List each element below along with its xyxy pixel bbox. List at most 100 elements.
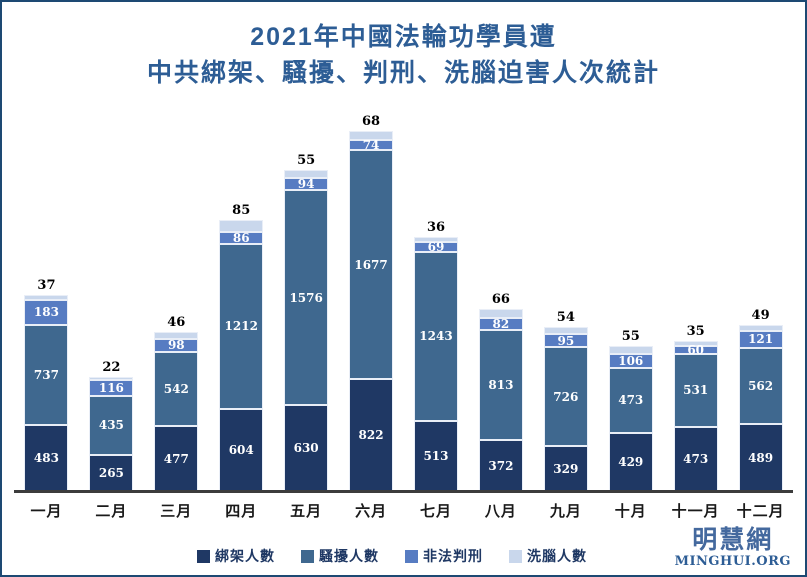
bar-segment-brainwashed	[154, 332, 199, 339]
x-axis-label: 五月	[290, 503, 323, 520]
bar-segment-harassed: 1677	[349, 150, 394, 379]
x-axis-label: 十月	[614, 503, 647, 520]
x-axis-label: 八月	[484, 503, 517, 520]
segment-value-label: 1243	[419, 329, 453, 344]
bar-top-label: 54	[556, 309, 575, 325]
bar-top-label: 36	[426, 220, 446, 236]
bar-segment-abducted: 372	[478, 440, 523, 491]
x-axis-label: 七月	[419, 503, 452, 520]
bar-segment-sentenced: 94	[284, 177, 329, 191]
segment-value-label: 372	[488, 458, 514, 473]
bar-segment-abducted: 483	[24, 425, 69, 491]
x-axis-label: 四月	[225, 503, 258, 520]
chart-title-line1: 2021年中國法輪功學員遭	[250, 23, 557, 51]
bar-segment-brainwashed	[673, 341, 718, 346]
bar-column: 55 94 1576 630	[274, 154, 339, 491]
segment-value-label: 82	[492, 316, 510, 331]
segment-value-label: 435	[98, 418, 124, 433]
bar-segment-abducted: 429	[608, 432, 653, 491]
bar-segment-brainwashed	[543, 326, 588, 335]
bar-segment-brainwashed	[89, 376, 134, 380]
bar-column: 54 95 726 329	[533, 309, 598, 491]
minghui-logo-cjk: 明慧網	[692, 526, 774, 554]
segment-value-label: 473	[683, 451, 709, 466]
bar-segment-sentenced: 74	[349, 138, 394, 153]
bar-column: 35 60 531 473	[663, 325, 728, 491]
x-axis-label: 二月	[95, 503, 128, 520]
bar-segment-harassed: 726	[543, 347, 588, 447]
bar-top-label: 46	[167, 315, 186, 331]
legend: 綁架人數 騷擾人數 非法判刑 洗腦人數	[2, 545, 782, 567]
segment-value-label: 60	[687, 343, 705, 358]
bar-segment-brainwashed	[608, 346, 653, 354]
bar-segment-sentenced: 183	[24, 299, 69, 325]
bar-segment-brainwashed	[413, 237, 458, 243]
bar-top-label: 55	[297, 153, 316, 169]
segment-value-label: 95	[557, 333, 575, 348]
bar-column: 66 82 813 372	[468, 293, 533, 491]
bar-segment-abducted: 329	[543, 446, 588, 491]
segment-value-label: 1677	[354, 257, 388, 272]
bar-segment-harassed: 737	[24, 324, 69, 426]
bar-segment-harassed: 562	[738, 347, 783, 425]
segment-value-label: 74	[362, 138, 380, 153]
x-axis-label: 十一月	[671, 503, 720, 520]
bar-segment-brainwashed	[349, 131, 394, 141]
segment-value-label: 531	[683, 383, 709, 398]
x-axis-line	[14, 490, 793, 493]
bar-column: 85 86 1212 604	[209, 204, 274, 491]
x-axis-label: 一月	[30, 503, 63, 520]
segment-value-label: 473	[618, 393, 644, 408]
segment-value-label: 726	[553, 389, 579, 404]
bar-top-label: 49	[751, 307, 770, 323]
legend-item-brainwashed: 洗腦人數	[509, 546, 587, 566]
bar-segment-harassed: 1576	[284, 190, 329, 406]
segment-value-label: 98	[167, 338, 185, 353]
bar-segment-abducted: 822	[349, 379, 394, 491]
segment-value-label: 562	[748, 379, 774, 394]
bar-segment-brainwashed	[478, 309, 523, 319]
segment-value-label: 116	[98, 380, 124, 395]
bar-column: 22 116 435 265	[79, 359, 144, 491]
bar-segment-brainwashed	[738, 324, 783, 332]
bar-top-label: 66	[491, 292, 510, 308]
bar-segment-harassed: 1212	[219, 243, 264, 409]
bar-top-label: 55	[621, 329, 640, 345]
x-axis-label: 三月	[160, 503, 193, 520]
bar-column: 46 98 542 477	[144, 316, 209, 491]
bar-segment-abducted: 265	[89, 454, 134, 491]
bar-segment-abducted: 630	[284, 405, 329, 491]
segment-value-label: 483	[33, 451, 59, 466]
segment-value-label: 183	[33, 305, 59, 320]
segment-value-label: 1212	[224, 319, 258, 334]
legend-swatch	[197, 549, 210, 563]
bar-column: 49 121 562 489	[728, 307, 793, 491]
bar-segment-harassed: 813	[478, 329, 523, 441]
bar-top-label: 37	[37, 277, 56, 293]
segment-value-label: 513	[423, 449, 449, 464]
legend-swatch	[509, 549, 522, 563]
bar-segment-harassed: 1243	[413, 251, 458, 422]
segment-value-label: 69	[427, 240, 445, 255]
x-axis-row: 一月 二月 三月 四月 五月 六月 七月 八月 九月 十月 十一月 十二月	[14, 500, 793, 524]
segment-value-label: 477	[163, 451, 189, 466]
legend-swatch	[301, 549, 314, 563]
bar-segment-abducted: 489	[738, 424, 783, 491]
bar-top-label: 85	[232, 203, 251, 219]
x-axis-label: 十二月	[736, 503, 785, 520]
segment-value-label: 542	[163, 382, 189, 397]
chart-title: 2021年中國法輪功學員遭 中共綁架、騷擾、判刑、洗腦迫害人次統計	[2, 20, 805, 92]
bar-segment-sentenced: 98	[154, 338, 199, 353]
bar-column: 37 183 737 483	[14, 277, 79, 491]
legend-label: 綁架人數	[215, 548, 275, 564]
segment-value-label: 265	[98, 465, 124, 480]
bar-segment-sentenced: 106	[608, 353, 653, 368]
legend-swatch	[405, 549, 418, 563]
bar-segment-harassed: 473	[608, 368, 653, 433]
bar-top-label: 22	[102, 359, 121, 375]
segment-value-label: 121	[748, 332, 774, 347]
segment-value-label: 813	[488, 377, 514, 392]
legend-label: 洗腦人數	[527, 548, 587, 564]
legend-item-harassed: 騷擾人數	[301, 546, 379, 566]
